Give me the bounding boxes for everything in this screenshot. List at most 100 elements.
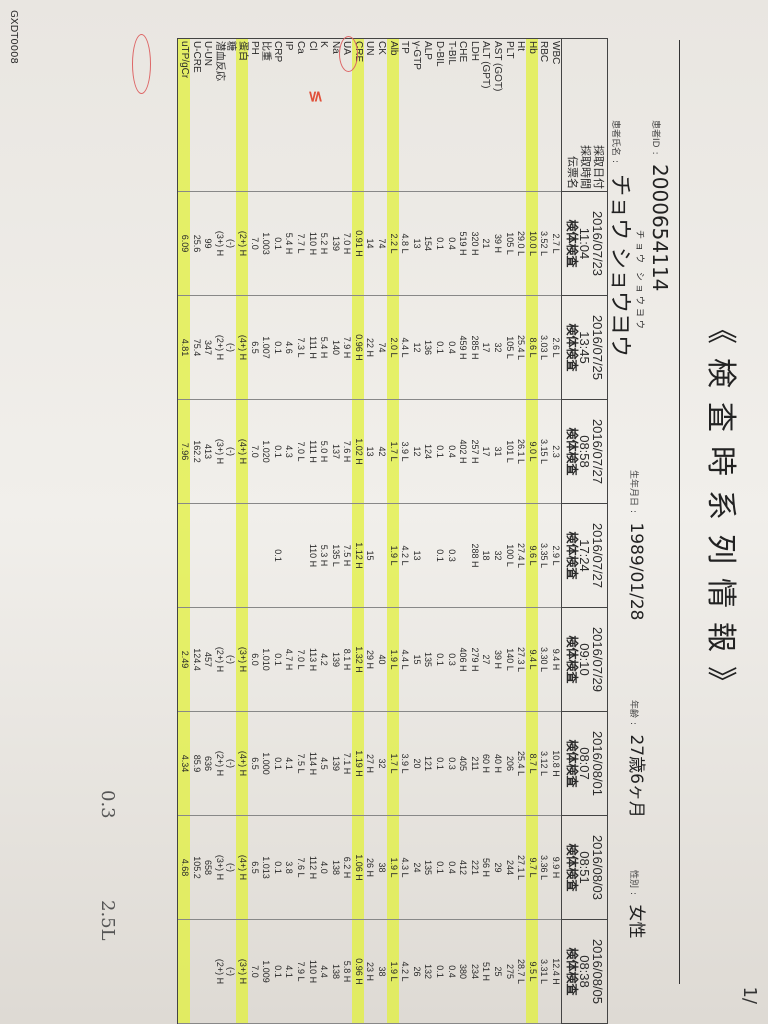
slip-name: 検体検査	[565, 427, 579, 476]
test-value: 162.2	[190, 399, 202, 504]
test-value: 2.7 L	[549, 191, 562, 296]
test-value: 288 H	[468, 503, 480, 608]
test-value: 0.3	[445, 503, 457, 608]
test-value: 6.5	[247, 815, 260, 920]
test-value: 0.1	[433, 815, 446, 920]
test-value: 13	[363, 399, 376, 504]
test-value: (3+) H	[213, 399, 225, 504]
page-title: 《検査時系列情報》	[703, 314, 738, 710]
test-value: 7.6 H	[340, 399, 353, 504]
test-value: (2+) H	[213, 607, 225, 712]
red-check-mark: ≶	[307, 90, 326, 104]
test-value: 1.02 H	[352, 399, 364, 504]
test-value: 402 H	[456, 399, 469, 504]
test-value: 412	[456, 815, 469, 920]
test-value: 38	[375, 815, 388, 920]
test-value: 1.7 L	[387, 399, 399, 504]
test-value: 279 H	[468, 607, 480, 712]
test-value: 0.1	[433, 607, 446, 712]
test-value: 13	[410, 503, 422, 608]
test-name: WBC	[549, 38, 562, 192]
column-header: 2016/08/01 08:07 検体検査	[561, 711, 608, 816]
test-value: 4.81	[177, 295, 190, 400]
test-value: 4.2 L	[398, 503, 411, 608]
test-name: ALT (GPT)	[479, 38, 492, 192]
test-value: 5.8 H	[340, 919, 353, 1024]
test-value: 0.1	[271, 711, 283, 816]
table-row: TP 4.8 L 4.4 L 3.9 L 4.2 L 4.4 L 3.9 L 4.3 L 4.2…	[398, 38, 411, 1024]
test-value: 2.3	[549, 399, 562, 504]
test-name: 糖	[224, 38, 237, 192]
test-value: 17	[479, 295, 492, 400]
table-row: U-UN 99 347 413 457 636 658	[201, 38, 214, 1024]
slip-name: 検体検査	[565, 323, 579, 372]
test-value: 1.013	[259, 815, 272, 920]
test-value: 8.6 L	[526, 295, 538, 400]
test-value	[421, 503, 434, 608]
test-value: 4.4 L	[398, 607, 411, 712]
test-name: K	[317, 38, 330, 192]
test-value: 139	[329, 711, 341, 816]
test-value: 0.4	[445, 815, 457, 920]
sample-date: 2016/07/25	[590, 314, 605, 381]
test-value: 459 H	[456, 295, 469, 400]
test-value: 2.2 L	[387, 191, 399, 296]
column-header: 2016/07/27 17:24 検体検査	[561, 503, 608, 608]
test-value: 27.1 L	[514, 815, 527, 920]
test-name: 蛋白	[236, 38, 248, 192]
test-value: 23 H	[363, 919, 376, 1024]
table-row: Na 139 140 137 135 L 139 139 138 138	[329, 38, 341, 1024]
test-value: 244	[503, 815, 515, 920]
test-value: 7.0	[247, 191, 260, 296]
test-value: 75.4	[190, 295, 202, 400]
test-value: 138	[329, 815, 341, 920]
test-value: 4.0	[317, 815, 330, 920]
test-value: 406 H	[456, 607, 469, 712]
test-value: 42	[375, 399, 388, 504]
test-value: 234	[468, 919, 480, 1024]
test-value: 3.31 L	[537, 919, 550, 1024]
test-value: 39 H	[491, 191, 504, 296]
sample-date: 2016/08/03	[590, 834, 605, 901]
table-row: Alb 2.2 L 2.0 L 1.7 L 1.9 L 1.9 L 1.7 L 1.9 L 1.…	[387, 38, 399, 1024]
test-value: 4.2	[317, 607, 330, 712]
test-value: 5.3 H	[317, 503, 330, 608]
test-value: 4.2 L	[398, 919, 411, 1024]
test-value: (-)	[224, 815, 237, 920]
test-value: 0.1	[433, 191, 446, 296]
header-divider	[679, 40, 680, 984]
test-value	[177, 503, 190, 608]
table-row: 糖 (-) (-) (-) (-) (-) (-) (-)	[224, 38, 237, 1024]
sample-time: 08:51	[577, 851, 592, 884]
test-value: 1.003	[259, 191, 272, 296]
test-value: 27.4 L	[514, 503, 527, 608]
test-value: 135	[421, 815, 434, 920]
sample-date: 2016/08/05	[590, 938, 605, 1005]
test-value: 285 H	[468, 295, 480, 400]
test-value	[213, 503, 225, 608]
sample-time: 09:10	[577, 643, 592, 676]
test-value: 7.0 L	[294, 399, 306, 504]
sample-time: 08:07	[577, 747, 592, 780]
test-value: 111 H	[305, 295, 318, 400]
test-name: PH	[247, 38, 260, 192]
test-value: 56 H	[479, 815, 492, 920]
test-value: 7.9 L	[294, 919, 306, 1024]
test-value: 9.4 L	[526, 607, 538, 712]
test-value: 31	[491, 399, 504, 504]
test-name: D-BIL	[433, 38, 446, 192]
test-value: 3.15 L	[537, 399, 550, 504]
test-value: 0.96 H	[352, 919, 364, 1024]
patient-sex: 性別: 女性	[626, 870, 646, 939]
test-value: 12.4 H	[549, 919, 562, 1024]
test-value: 211	[468, 711, 480, 816]
table-row: Ca 7.7 L 7.3 L 7.0 L 7.0 L 7.5 L 7.6 L 7.9 L	[294, 38, 306, 1024]
test-value: (-)	[224, 295, 237, 400]
test-value: 112 H	[305, 815, 318, 920]
test-value: 105 L	[503, 295, 515, 400]
test-value: 4.1	[282, 919, 295, 1024]
table-row: PH 7.0 6.5 7.0 6.0 6.5 6.5 7.0	[247, 38, 260, 1024]
test-value	[201, 919, 214, 1024]
test-value: 7.0 H	[340, 191, 353, 296]
